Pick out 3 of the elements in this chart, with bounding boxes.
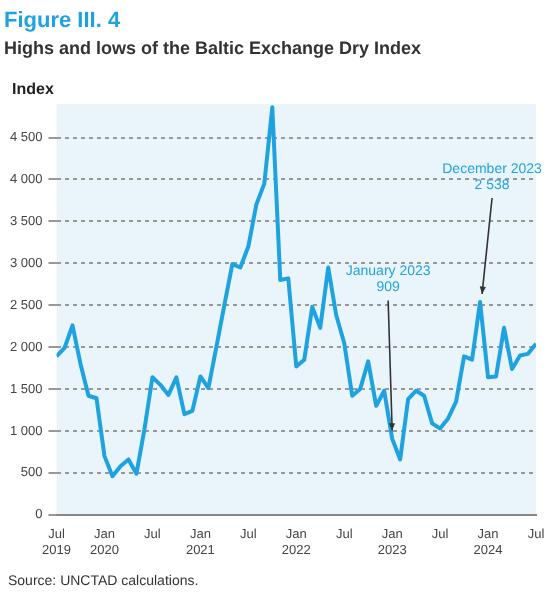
chart-subtitle: Highs and lows of the Baltic Exchange Dry Index [4,38,422,59]
chart-title: Figure III. 4 [4,9,122,34]
y-axis-title: Index [12,80,55,99]
